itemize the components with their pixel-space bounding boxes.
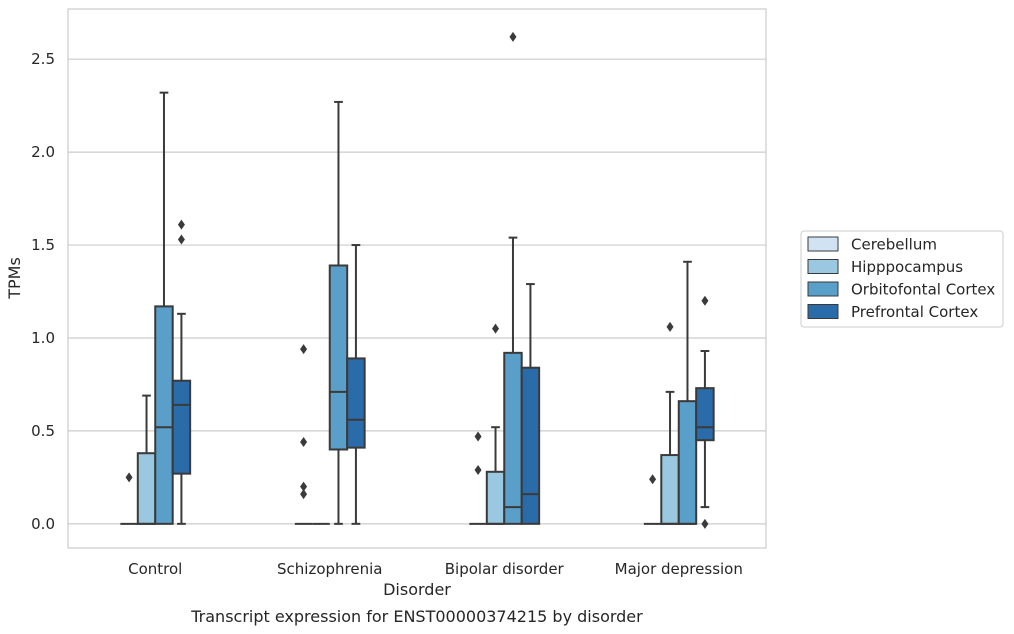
box-body [677,400,698,525]
plot-frame [67,8,767,549]
box-2-0 [469,431,487,525]
y-tick-label: 2.0 [31,143,55,161]
y-tick-label: 0.5 [31,422,55,440]
outlier-point [125,472,133,483]
x-axis-ticks: Control Schizophrenia Bipolar disorder Majo… [128,560,743,578]
box-body [695,387,715,442]
box-body [171,379,192,475]
box-0-0 [120,472,138,525]
box-3-3 [695,295,715,529]
chart-caption: Transcript expression for ENST0000037421… [190,607,643,626]
box-body [520,366,541,525]
legend-label: Prefrontal Cortex [851,303,978,321]
box-3-0 [643,474,662,525]
box-body [346,357,366,449]
x-axis-label: Disorder [383,580,451,599]
outlier-point [474,464,482,475]
box-2-3 [520,283,541,525]
legend-swatch [807,259,839,274]
x-tick-label: Control [128,560,182,578]
outlier-point [300,437,308,448]
y-axis-label: TPMs [5,257,24,300]
legend-label: Cerebellum [851,236,937,254]
legend-swatch [807,236,839,252]
outlier-point [666,321,674,332]
outlier-point [474,431,482,442]
outlier-point [701,518,709,529]
box-0-3 [171,219,192,525]
outlier-point [701,295,709,306]
box-1-2 [328,100,349,525]
box-1-0 [294,344,313,525]
boxes [120,31,715,529]
outlier-point [300,489,308,500]
y-tick-label: 2.5 [31,50,55,68]
box-body [660,454,680,525]
y-tick-label: 1.0 [31,329,55,347]
box-3-2 [677,260,698,525]
box-body [154,305,174,525]
outlier-point [177,219,185,230]
legend-label: Orbitofontal Cortex [851,281,995,299]
legend-swatch [807,304,839,319]
outlier-point [300,344,308,355]
box-1-3 [346,244,366,525]
legend-frame [800,230,1004,328]
x-tick-label: Bipolar disorder [445,560,565,578]
legend-label: Hipppocampus [851,258,963,276]
outlier-point [509,31,517,42]
outlier-point [492,323,500,334]
x-tick-label: Schizophrenia [277,560,382,578]
box-0-1 [136,394,157,525]
outlier-point [649,474,657,485]
legend-swatch [807,281,839,297]
legend: Cerebellum Hipppocampus Orbitofontal Corte… [800,230,1004,328]
box-body [485,470,506,525]
box-2-1 [485,323,506,525]
y-tick-label: 1.5 [31,236,55,254]
y-tick-label: 0.0 [31,515,55,533]
x-tick-label: Major depression [615,560,743,578]
box-body [136,452,157,525]
y-axis-ticks: 0.0 0.5 1.0 1.5 2.0 2.5 [31,50,55,533]
box-body [328,264,349,451]
outlier-point [177,234,185,245]
box-body [503,351,523,525]
outlier-point [300,481,308,492]
